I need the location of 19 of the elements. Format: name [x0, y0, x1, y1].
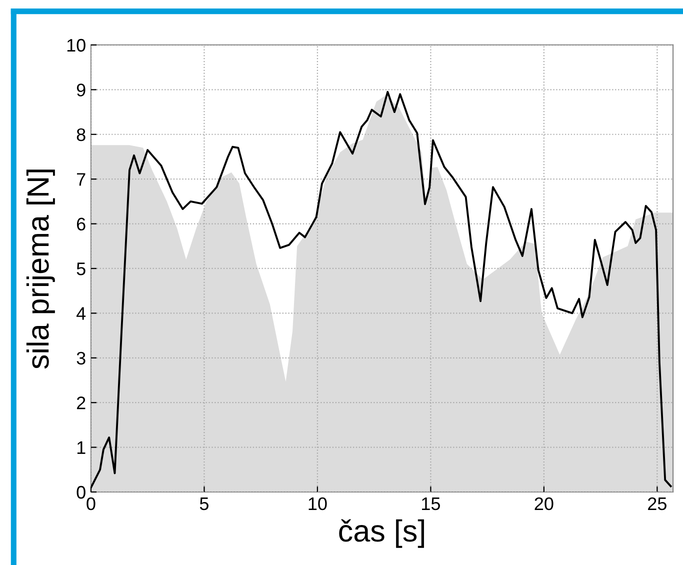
x-tick-label: 5 [200, 498, 208, 510]
y-tick-label: 3 [76, 352, 86, 365]
y-tick-label: 5 [76, 262, 86, 276]
y-tick-label: 2 [76, 396, 86, 410]
y-tick-label: 10 [67, 38, 86, 52]
y-tick-label: 1 [77, 441, 86, 454]
x-tick-label: 20 [534, 497, 554, 510]
y-tick-label: 0 [76, 486, 86, 499]
x-axis-title: čas [s] [339, 519, 424, 548]
x-tick-label: 0 [86, 497, 96, 510]
y-tick-label: 4 [76, 307, 86, 320]
x-tick-label: 10 [308, 497, 327, 510]
y-tick-label: 9 [76, 84, 86, 96]
y-axis-title: sila prijema [N] [26, 170, 55, 369]
x-tick-label: 25 [648, 497, 666, 510]
y-tick-label: 6 [76, 218, 86, 231]
x-tick-label: 15 [422, 498, 440, 510]
y-tick-label: 7 [77, 173, 86, 186]
y-tick-label: 8 [76, 128, 86, 142]
